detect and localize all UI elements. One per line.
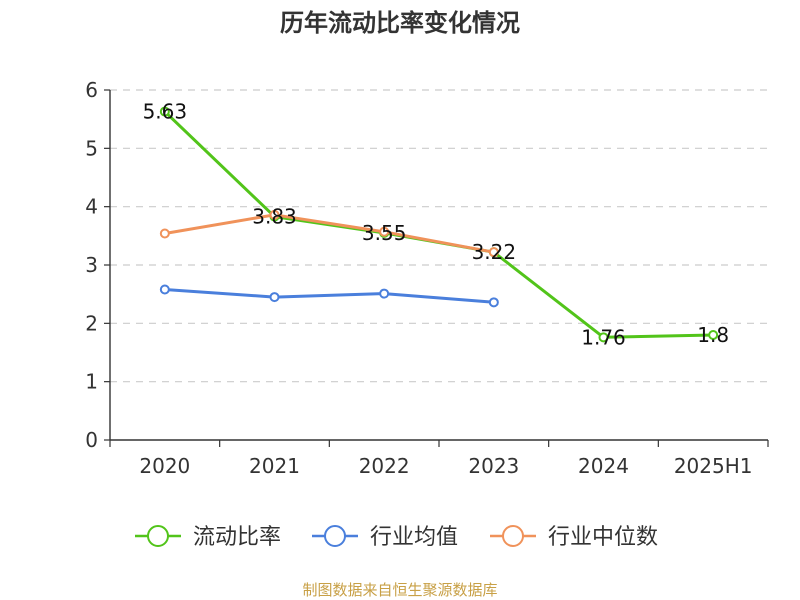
- y-tick-label: 2: [85, 311, 98, 335]
- legend-marker: [147, 525, 169, 547]
- y-tick-label: 1: [85, 370, 98, 394]
- x-tick-label: 2020: [139, 454, 190, 478]
- data-point: [269, 209, 280, 220]
- series-line: [164, 213, 495, 254]
- data-label: 3.55: [362, 221, 407, 245]
- x-tick-label: 2023: [468, 454, 519, 478]
- y-tick-label: 3: [85, 253, 98, 277]
- y-tick-label: 6: [85, 78, 98, 102]
- data-point: [159, 106, 170, 117]
- series-line: [163, 110, 714, 339]
- data-label: 1.8: [697, 323, 729, 347]
- data-point: [159, 228, 170, 239]
- x-tick-label: 2024: [578, 454, 629, 478]
- legend-item[interactable]: 行业中位数: [490, 525, 658, 550]
- data-labels: 5.63 3.83 3.55 3.22 1.76 1.8: [143, 100, 730, 350]
- legend-marker: [502, 525, 524, 547]
- data-point: [159, 284, 170, 295]
- series-layer: [159, 106, 719, 343]
- data-point: [708, 330, 719, 340]
- x-tick-label: 2025H1: [674, 454, 753, 478]
- data-label: 1.76: [581, 325, 626, 349]
- data-point: [379, 288, 390, 299]
- chart-title: 历年流动比率变化情况: [280, 9, 520, 37]
- data-label: 3.22: [472, 240, 517, 264]
- data-point: [488, 247, 499, 258]
- legend-label: 行业中位数: [548, 525, 658, 550]
- data-label: 3.83: [252, 205, 297, 229]
- source-note: 制图数据来自恒生聚源数据库: [302, 581, 497, 599]
- data-point: [488, 297, 499, 308]
- legend-marker: [324, 525, 346, 547]
- data-point: [379, 226, 390, 237]
- y-tick-label: 4: [85, 195, 98, 219]
- series-line: [164, 288, 494, 304]
- x-tick-label: 2021: [249, 454, 300, 478]
- legend-label: 流动比率: [193, 525, 281, 550]
- legend[interactable]: 流动比率 行业均值 行业中位数: [135, 525, 658, 550]
- legend-label: 行业均值: [370, 525, 458, 550]
- y-tick-label: 0: [85, 428, 98, 452]
- y-tick-label: 5: [85, 136, 98, 160]
- legend-item[interactable]: 流动比率: [135, 525, 281, 550]
- axes: 0 1 2 3 4 5 6 2020 2021 2022 2023 2024 2025H1: [85, 78, 769, 478]
- data-label: 5.63: [143, 100, 188, 124]
- data-point: [598, 332, 609, 343]
- grid-lines: [110, 89, 768, 383]
- data-point: [269, 292, 280, 303]
- legend-item[interactable]: 行业均值: [312, 525, 458, 550]
- x-tick-label: 2022: [359, 454, 410, 478]
